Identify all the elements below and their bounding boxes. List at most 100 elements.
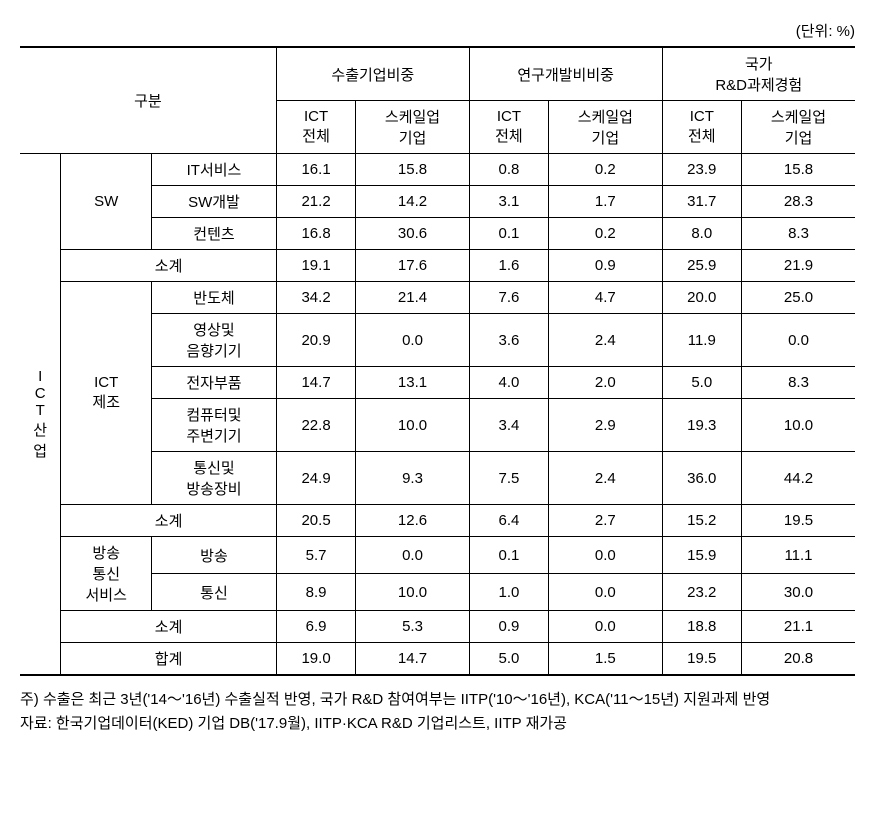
cell: 0.2 [549,218,662,250]
cell: 0.1 [469,537,548,574]
cell: 22.8 [276,399,355,452]
cell: 2.4 [549,314,662,367]
cell: 10.0 [356,574,469,611]
cell: 8.9 [276,574,355,611]
note-line1: 주) 수출은 최근 3년('14～'16년) 수출실적 반영, 국가 R&D 참… [20,688,855,712]
cell: 24.9 [276,452,355,505]
cell: 1.5 [549,643,662,676]
cell: 2.9 [549,399,662,452]
cell: 5.0 [469,643,548,676]
cell: 2.4 [549,452,662,505]
row-mfg-comp: 컴퓨터및 주변기기 [152,399,277,452]
cell: 25.0 [741,282,855,314]
cell: 8.3 [741,218,855,250]
cell: 9.3 [356,452,469,505]
cell: 21.9 [741,250,855,282]
cell: 3.1 [469,186,548,218]
cell: 5.0 [662,367,741,399]
cell: 1.7 [549,186,662,218]
header-sub-scale-3: 스케일업 기업 [741,101,855,154]
data-table: 구분 수출기업비중 연구개발비비중 국가 R&D과제경험 ICT 전체 스케일업… [20,46,855,676]
cell: 15.9 [662,537,741,574]
cell: 0.9 [549,250,662,282]
cell: 15.8 [356,154,469,186]
cell: 12.6 [356,505,469,537]
cell: 0.0 [356,314,469,367]
cell: 36.0 [662,452,741,505]
cell: 20.5 [276,505,355,537]
cell: 0.2 [549,154,662,186]
cell: 5.7 [276,537,355,574]
header-group1: 수출기업비중 [276,47,469,101]
unit-label: (단위: %) [20,20,855,41]
header-group2: 연구개발비비중 [469,47,662,101]
header-sub-scale-2: 스케일업 기업 [549,101,662,154]
cell: 8.0 [662,218,741,250]
cell: 0.9 [469,611,548,643]
cell: 17.6 [356,250,469,282]
row-svc-broadcast: 방송 [152,537,277,574]
cell: 11.9 [662,314,741,367]
row-mfg-semi: 반도체 [152,282,277,314]
cell: 13.1 [356,367,469,399]
row-sw-dev: SW개발 [152,186,277,218]
row-sw-it: IT서비스 [152,154,277,186]
cell: 6.9 [276,611,355,643]
cell: 2.7 [549,505,662,537]
row-industry: I C T 산 업 [20,154,61,676]
header-sub-ict-2: ICT 전체 [469,101,548,154]
row-mfg-parts: 전자부품 [152,367,277,399]
row-sw: SW [61,154,152,250]
header-sub-scale-1: 스케일업 기업 [356,101,469,154]
cell: 15.8 [741,154,855,186]
cell: 16.1 [276,154,355,186]
cell: 31.7 [662,186,741,218]
cell: 7.5 [469,452,548,505]
row-mfg: ICT 제조 [61,282,152,505]
cell: 3.6 [469,314,548,367]
cell: 23.9 [662,154,741,186]
cell: 19.1 [276,250,355,282]
cell: 0.0 [549,611,662,643]
cell: 10.0 [356,399,469,452]
cell: 8.3 [741,367,855,399]
cell: 1.6 [469,250,548,282]
header-group3: 국가 R&D과제경험 [662,47,855,101]
cell: 28.3 [741,186,855,218]
cell: 5.3 [356,611,469,643]
cell: 16.8 [276,218,355,250]
cell: 6.4 [469,505,548,537]
cell: 14.7 [356,643,469,676]
cell: 2.0 [549,367,662,399]
header-sub-ict-3: ICT 전체 [662,101,741,154]
cell: 0.0 [356,537,469,574]
cell: 30.6 [356,218,469,250]
cell: 30.0 [741,574,855,611]
cell: 21.1 [741,611,855,643]
cell: 4.7 [549,282,662,314]
cell: 20.9 [276,314,355,367]
row-mfg-av: 영상및 음향기기 [152,314,277,367]
cell: 0.0 [741,314,855,367]
footnotes: 주) 수출은 최근 3년('14～'16년) 수출실적 반영, 국가 R&D 참… [20,688,855,736]
cell: 34.2 [276,282,355,314]
cell: 19.5 [741,505,855,537]
cell: 1.0 [469,574,548,611]
cell: 19.0 [276,643,355,676]
cell: 19.3 [662,399,741,452]
cell: 0.8 [469,154,548,186]
cell: 20.0 [662,282,741,314]
cell: 25.9 [662,250,741,282]
row-sw-subtotal: 소계 [61,250,277,282]
cell: 14.7 [276,367,355,399]
row-mfg-subtotal: 소계 [61,505,277,537]
cell: 0.1 [469,218,548,250]
row-svc-telecom: 통신 [152,574,277,611]
cell: 20.8 [741,643,855,676]
cell: 21.2 [276,186,355,218]
cell: 0.0 [549,574,662,611]
row-mfg-comm: 통신및 방송장비 [152,452,277,505]
cell: 4.0 [469,367,548,399]
row-svc: 방송 통신 서비스 [61,537,152,611]
header-category: 구분 [20,47,276,154]
